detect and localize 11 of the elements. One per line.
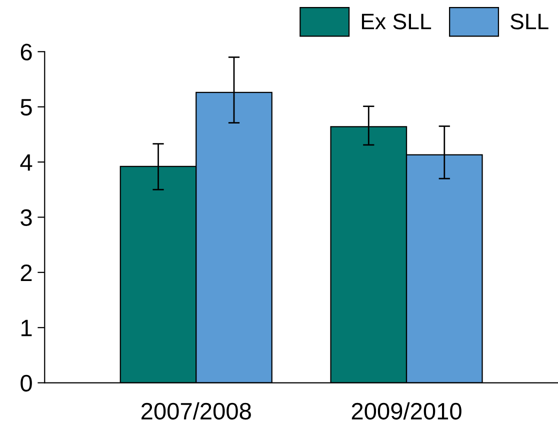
y-tick-label: 4 (20, 154, 32, 171)
y-tick-label: 2 (20, 264, 32, 281)
y-tick-label: 0 (20, 374, 32, 392)
legend-label: Ex SLL (362, 14, 432, 30)
y-tick-label: 5 (20, 99, 32, 116)
y-tick-label: 1 (22, 320, 32, 336)
x-tick-label: 2009/2010 (352, 402, 462, 420)
y-tick-label: 3 (20, 209, 32, 226)
x-tick-label: 2007/2008 (142, 402, 251, 420)
legend-label: SLL (510, 14, 548, 30)
y-tick-label: 6 (20, 44, 32, 60)
